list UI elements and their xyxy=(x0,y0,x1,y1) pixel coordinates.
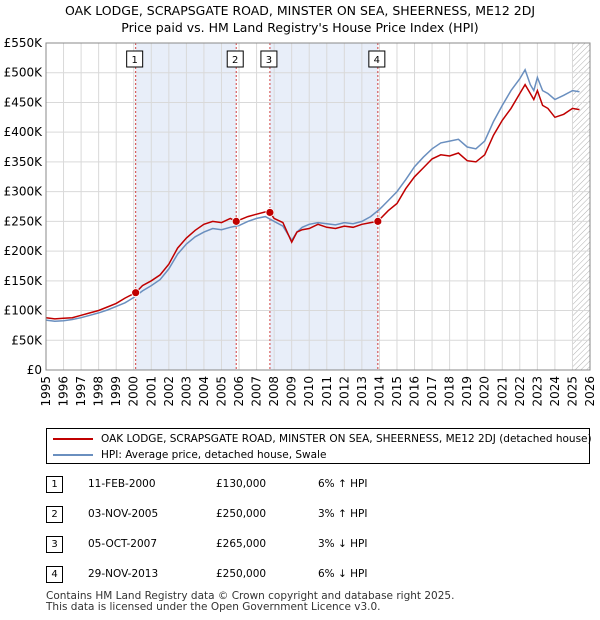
x-tick-label: 1997 xyxy=(74,376,88,407)
chart-title: OAK LODGE, SCRAPSGATE ROAD, MINSTER ON S… xyxy=(0,2,600,36)
y-tick-label: £100K xyxy=(4,304,44,318)
x-tick-label: 2024 xyxy=(548,376,562,407)
table-row: 4 29-NOV-2013 £250,000 6% ↓ HPI xyxy=(46,566,590,586)
y-tick-label: £200K xyxy=(4,244,44,258)
table-row: 2 03-NOV-2005 £250,000 3% ↑ HPI xyxy=(46,506,590,526)
x-tick-label: 2017 xyxy=(425,376,439,407)
x-tick-label: 2012 xyxy=(337,376,351,407)
transaction-badge: 1 xyxy=(46,476,63,493)
transaction-hpi: 3% ↑ HPI xyxy=(318,508,368,520)
footer-licence: This data is licensed under the Open Gov… xyxy=(46,601,381,613)
x-tick-label: 2013 xyxy=(355,376,369,407)
footer-copyright: Contains HM Land Registry data © Crown c… xyxy=(46,590,455,602)
y-tick-label: £450K xyxy=(4,95,44,109)
transaction-price: £130,000 xyxy=(216,478,267,490)
transaction-box-1 xyxy=(126,50,144,68)
x-tick-label: 2006 xyxy=(232,376,246,407)
x-tick-label: 2002 xyxy=(162,376,176,407)
x-tick-label: 2005 xyxy=(214,376,228,407)
transaction-box-3 xyxy=(260,50,278,68)
x-tick-label: 2020 xyxy=(478,376,492,407)
x-tick-label: 2022 xyxy=(513,376,527,407)
footer: Contains HM Land Registry data © Crown c… xyxy=(46,591,454,613)
transaction-badge: 2 xyxy=(46,506,63,523)
legend-hpi-swatch xyxy=(53,454,93,456)
shaded-range-2 xyxy=(269,43,378,370)
legend: OAK LODGE, SCRAPSGATE ROAD, MINSTER ON S… xyxy=(46,428,592,464)
table-row: 1 11-FEB-2000 £130,000 6% ↑ HPI xyxy=(46,476,590,496)
transaction-date: 05-OCT-2007 xyxy=(88,538,157,550)
x-tick-label: 2003 xyxy=(179,376,193,407)
transaction-marker-3 xyxy=(265,208,275,217)
transaction-marker-2 xyxy=(231,216,241,226)
transaction-box-label-2: 2 xyxy=(232,55,238,66)
y-tick-label: £50K xyxy=(11,333,43,347)
legend-property-swatch xyxy=(53,438,93,440)
x-tick-label: 2011 xyxy=(320,376,334,407)
x-tick-label: 2004 xyxy=(197,376,211,407)
transaction-box-label-4: 4 xyxy=(374,55,380,66)
transaction-date: 03-NOV-2005 xyxy=(88,508,159,520)
transaction-box-4 xyxy=(368,50,386,68)
y-tick-label: £150K xyxy=(4,274,44,288)
transaction-box-2 xyxy=(226,50,244,68)
transaction-price: £250,000 xyxy=(216,508,267,520)
x-tick-label: 2023 xyxy=(530,376,544,407)
x-tick-label: 1995 xyxy=(39,376,53,407)
transaction-hpi: 6% ↓ HPI xyxy=(318,568,368,580)
transaction-hpi: 6% ↑ HPI xyxy=(318,478,368,490)
x-tick-label: 2014 xyxy=(372,376,386,407)
transaction-badge: 3 xyxy=(46,536,63,553)
x-tick-label: 1998 xyxy=(92,376,106,407)
y-tick-label: £500K xyxy=(4,66,44,80)
hpi-series-line xyxy=(45,68,580,322)
x-tick-label: 2009 xyxy=(285,376,299,407)
title-line-1: OAK LODGE, SCRAPSGATE ROAD, MINSTER ON S… xyxy=(64,3,536,18)
legend-property-label: OAK LODGE, SCRAPSGATE ROAD, MINSTER ON S… xyxy=(101,433,592,445)
x-tick-label: 2018 xyxy=(443,376,457,407)
transaction-hpi: 3% ↓ HPI xyxy=(318,538,368,550)
x-tick-label: 2015 xyxy=(390,376,404,407)
x-tick-label: 2019 xyxy=(460,376,474,407)
legend-hpi-label: HPI: Average price, detached house, Swal… xyxy=(101,449,327,461)
x-tick-label: 2008 xyxy=(267,376,281,407)
forecast-hatch xyxy=(572,43,590,370)
x-tick-label: 2016 xyxy=(408,376,422,407)
property-series-line xyxy=(45,83,580,320)
transaction-price: £265,000 xyxy=(216,538,267,550)
title-line-2: Price paid vs. HM Land Registry's House … xyxy=(121,20,479,35)
x-tick-label: 2001 xyxy=(144,376,158,407)
transaction-box-label-1: 1 xyxy=(131,55,137,66)
x-tick-label: 1996 xyxy=(57,376,71,407)
x-tick-label: 2000 xyxy=(127,376,141,407)
transaction-marker-4 xyxy=(373,216,383,226)
x-tick-label: 2025 xyxy=(565,376,579,407)
transaction-date: 11-FEB-2000 xyxy=(88,478,156,490)
transaction-marker-1 xyxy=(131,288,141,298)
transaction-price: £250,000 xyxy=(216,568,267,580)
y-tick-label: £0 xyxy=(27,363,42,377)
plot-frame xyxy=(45,42,591,371)
y-tick-label: £350K xyxy=(4,155,44,169)
y-tick-label: £550K xyxy=(4,36,44,50)
x-tick-label: 2010 xyxy=(302,376,316,407)
x-tick-label: 2007 xyxy=(250,376,264,407)
y-tick-label: £400K xyxy=(4,125,44,139)
transaction-date: 29-NOV-2013 xyxy=(88,568,159,580)
transaction-badge: 4 xyxy=(46,566,63,583)
transaction-box-label-3: 3 xyxy=(266,55,272,66)
x-tick-label: 2021 xyxy=(495,376,509,407)
y-tick-label: £250K xyxy=(4,214,44,228)
price-chart: 1 2 3 4 £0 £50K £100K £150K £200K £250K £300K £350K… xyxy=(4,36,597,407)
y-tick-label: £300K xyxy=(4,185,44,199)
table-row: 3 05-OCT-2007 £265,000 3% ↓ HPI xyxy=(46,536,590,556)
x-tick-label: 1999 xyxy=(109,376,123,407)
x-tick-label: 2026 xyxy=(583,376,597,407)
